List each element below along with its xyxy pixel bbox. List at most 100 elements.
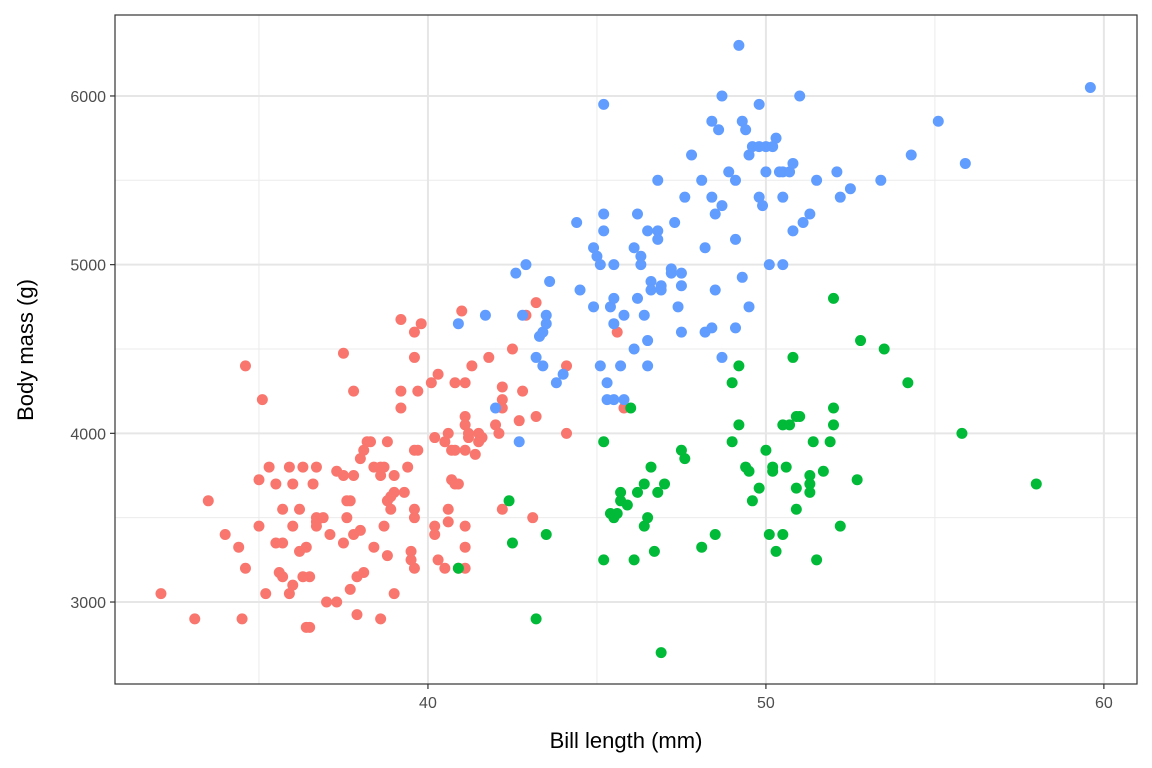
data-point — [307, 478, 319, 490]
data-point — [726, 377, 738, 389]
data-point — [310, 461, 322, 473]
data-point — [713, 124, 725, 136]
data-point — [875, 174, 887, 186]
data-point — [459, 419, 471, 431]
data-point — [405, 554, 417, 566]
data-point — [665, 267, 677, 279]
data-point — [598, 225, 610, 237]
data-point — [696, 174, 708, 186]
data-points — [155, 39, 1096, 659]
data-point — [753, 98, 765, 110]
data-point — [506, 343, 518, 355]
data-point — [679, 191, 691, 203]
data-point — [675, 444, 687, 456]
data-point — [635, 259, 647, 271]
data-point — [855, 335, 867, 347]
data-point — [844, 183, 856, 195]
data-point — [675, 326, 687, 338]
data-point — [770, 132, 782, 144]
data-point — [959, 157, 971, 169]
data-point — [449, 444, 461, 456]
minor-gridlines — [115, 15, 1137, 684]
data-point — [375, 613, 387, 625]
data-point — [398, 486, 410, 498]
data-point — [790, 482, 802, 494]
data-point — [277, 571, 289, 583]
data-point — [358, 444, 370, 456]
data-point — [561, 427, 573, 439]
data-point — [561, 360, 573, 372]
data-point — [348, 470, 360, 482]
data-point — [540, 318, 552, 330]
data-point — [878, 343, 890, 355]
data-point — [615, 486, 627, 498]
data-point — [466, 360, 478, 372]
data-point — [442, 503, 454, 515]
data-point — [686, 149, 698, 161]
data-point — [635, 250, 647, 262]
data-point — [452, 562, 464, 574]
data-point — [459, 520, 471, 532]
data-point — [381, 550, 393, 562]
data-point — [530, 297, 542, 309]
data-point — [402, 461, 414, 473]
data-point — [429, 520, 441, 532]
data-point — [753, 482, 765, 494]
data-point — [368, 541, 380, 553]
data-point — [537, 360, 549, 372]
data-point — [344, 583, 356, 595]
data-point — [652, 174, 664, 186]
data-point — [631, 486, 643, 498]
plot-border — [114, 14, 1138, 685]
data-point — [757, 200, 769, 212]
data-point — [260, 588, 272, 600]
data-point — [294, 503, 306, 515]
data-point — [287, 579, 299, 591]
data-point — [588, 242, 600, 254]
data-point — [817, 465, 829, 477]
data-point — [851, 474, 863, 486]
data-point — [385, 503, 397, 515]
data-point — [331, 596, 343, 608]
data-point — [834, 191, 846, 203]
data-point — [503, 495, 515, 507]
data-point — [824, 436, 836, 448]
data-point — [642, 335, 654, 347]
data-point — [811, 174, 823, 186]
data-point — [463, 432, 475, 444]
data-point — [618, 394, 630, 406]
data-point — [716, 90, 728, 102]
data-point — [787, 157, 799, 169]
data-point — [777, 529, 789, 541]
data-point — [652, 225, 664, 237]
data-point — [790, 503, 802, 515]
data-point — [763, 529, 775, 541]
data-point — [513, 415, 525, 427]
data-point — [831, 166, 843, 178]
data-point — [388, 486, 400, 498]
data-point — [513, 436, 525, 448]
data-point — [337, 347, 349, 359]
data-point — [304, 621, 316, 633]
data-point — [740, 124, 752, 136]
data-point — [594, 360, 606, 372]
data-point — [287, 478, 299, 490]
data-point — [591, 250, 603, 262]
data-point — [932, 115, 944, 127]
data-point — [628, 554, 640, 566]
data-point — [770, 545, 782, 557]
data-point — [804, 486, 816, 498]
data-point — [642, 360, 654, 372]
data-point — [807, 436, 819, 448]
data-point — [571, 216, 583, 228]
data-point — [324, 529, 336, 541]
data-point — [631, 292, 643, 304]
data-point — [645, 461, 657, 473]
data-point — [1030, 478, 1042, 490]
data-point — [395, 313, 407, 325]
series-chinstrap — [452, 292, 1042, 659]
data-point — [236, 613, 248, 625]
data-point — [540, 309, 552, 321]
data-point — [828, 419, 840, 431]
data-point — [337, 537, 349, 549]
